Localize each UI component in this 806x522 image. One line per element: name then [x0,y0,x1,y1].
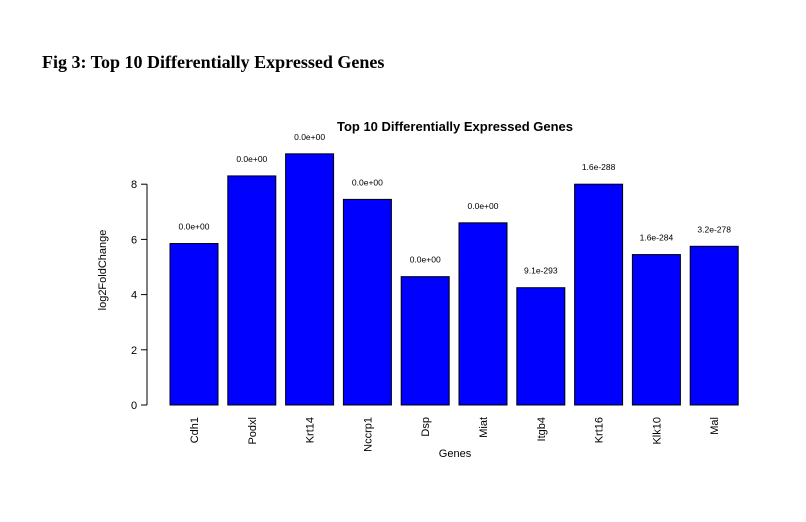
bar-value-label: 0.0e+00 [294,132,325,142]
bar-value-label: 0.0e+00 [179,222,210,232]
bar-mal [689,245,739,406]
bar-value-label: 0.0e+00 [468,201,499,211]
bar-podxl [227,175,277,406]
x-tick-label: Nccrp1 [362,417,374,452]
x-tick-label: Dsp [420,417,432,437]
y-tick-label: 6 [131,234,137,246]
bars-group [169,153,739,406]
y-tick-label: 8 [131,179,137,191]
y-tick-label: 2 [131,345,137,357]
x-tick-label: Cdh1 [189,417,201,443]
bar-nccrp1 [342,198,392,406]
x-tick-label: Itgb4 [536,417,548,441]
bar-value-label: 0.0e+00 [236,154,267,164]
x-tick-label: Krt14 [305,417,317,443]
bar-value-label: 1.6e-288 [582,162,616,172]
bar-krt14 [285,153,335,406]
x-tick-label: Klk10 [651,417,663,445]
bar-itgb4 [516,287,566,406]
bar-miat [458,222,508,406]
bar-labels-group: 0.0e+00 0.0e+00 0.0e+00 0.0e+00 0.0e+00 0.0e+… [179,132,732,276]
figure-caption: Fig 3: Top 10 Differentially Expressed G… [42,52,385,72]
bar-cdh1 [169,243,219,406]
category-labels-group: Cdh1 Podxl Krt14 Nccrp1 Dsp Miat Itgb4 Krt16 Klk… [189,417,721,452]
y-tick-label: 0 [131,400,137,412]
x-tick-label: Miat [478,417,490,438]
bar-value-label: 0.0e+00 [410,255,441,265]
y-axis-label: log2FoldChange [97,230,109,311]
bar-value-label: 9.1e-293 [524,266,558,276]
x-tick-label: Mal [709,417,721,435]
bar-value-label: 1.6e-284 [640,233,674,243]
y-axis: 0 2 4 6 8 [131,179,148,412]
bar-value-label: 3.2e-278 [697,224,731,234]
bar-value-label: 0.0e+00 [352,177,383,187]
bar-klk10 [631,254,681,406]
x-tick-label: Krt16 [594,417,606,443]
chart-title: Top 10 Differentially Expressed Genes [337,119,573,134]
bar-dsp [400,276,450,406]
bar-krt16 [574,183,624,406]
y-tick-label: 4 [131,290,137,302]
x-axis-label: Genes [439,448,472,460]
x-tick-label: Podxl [247,417,259,445]
